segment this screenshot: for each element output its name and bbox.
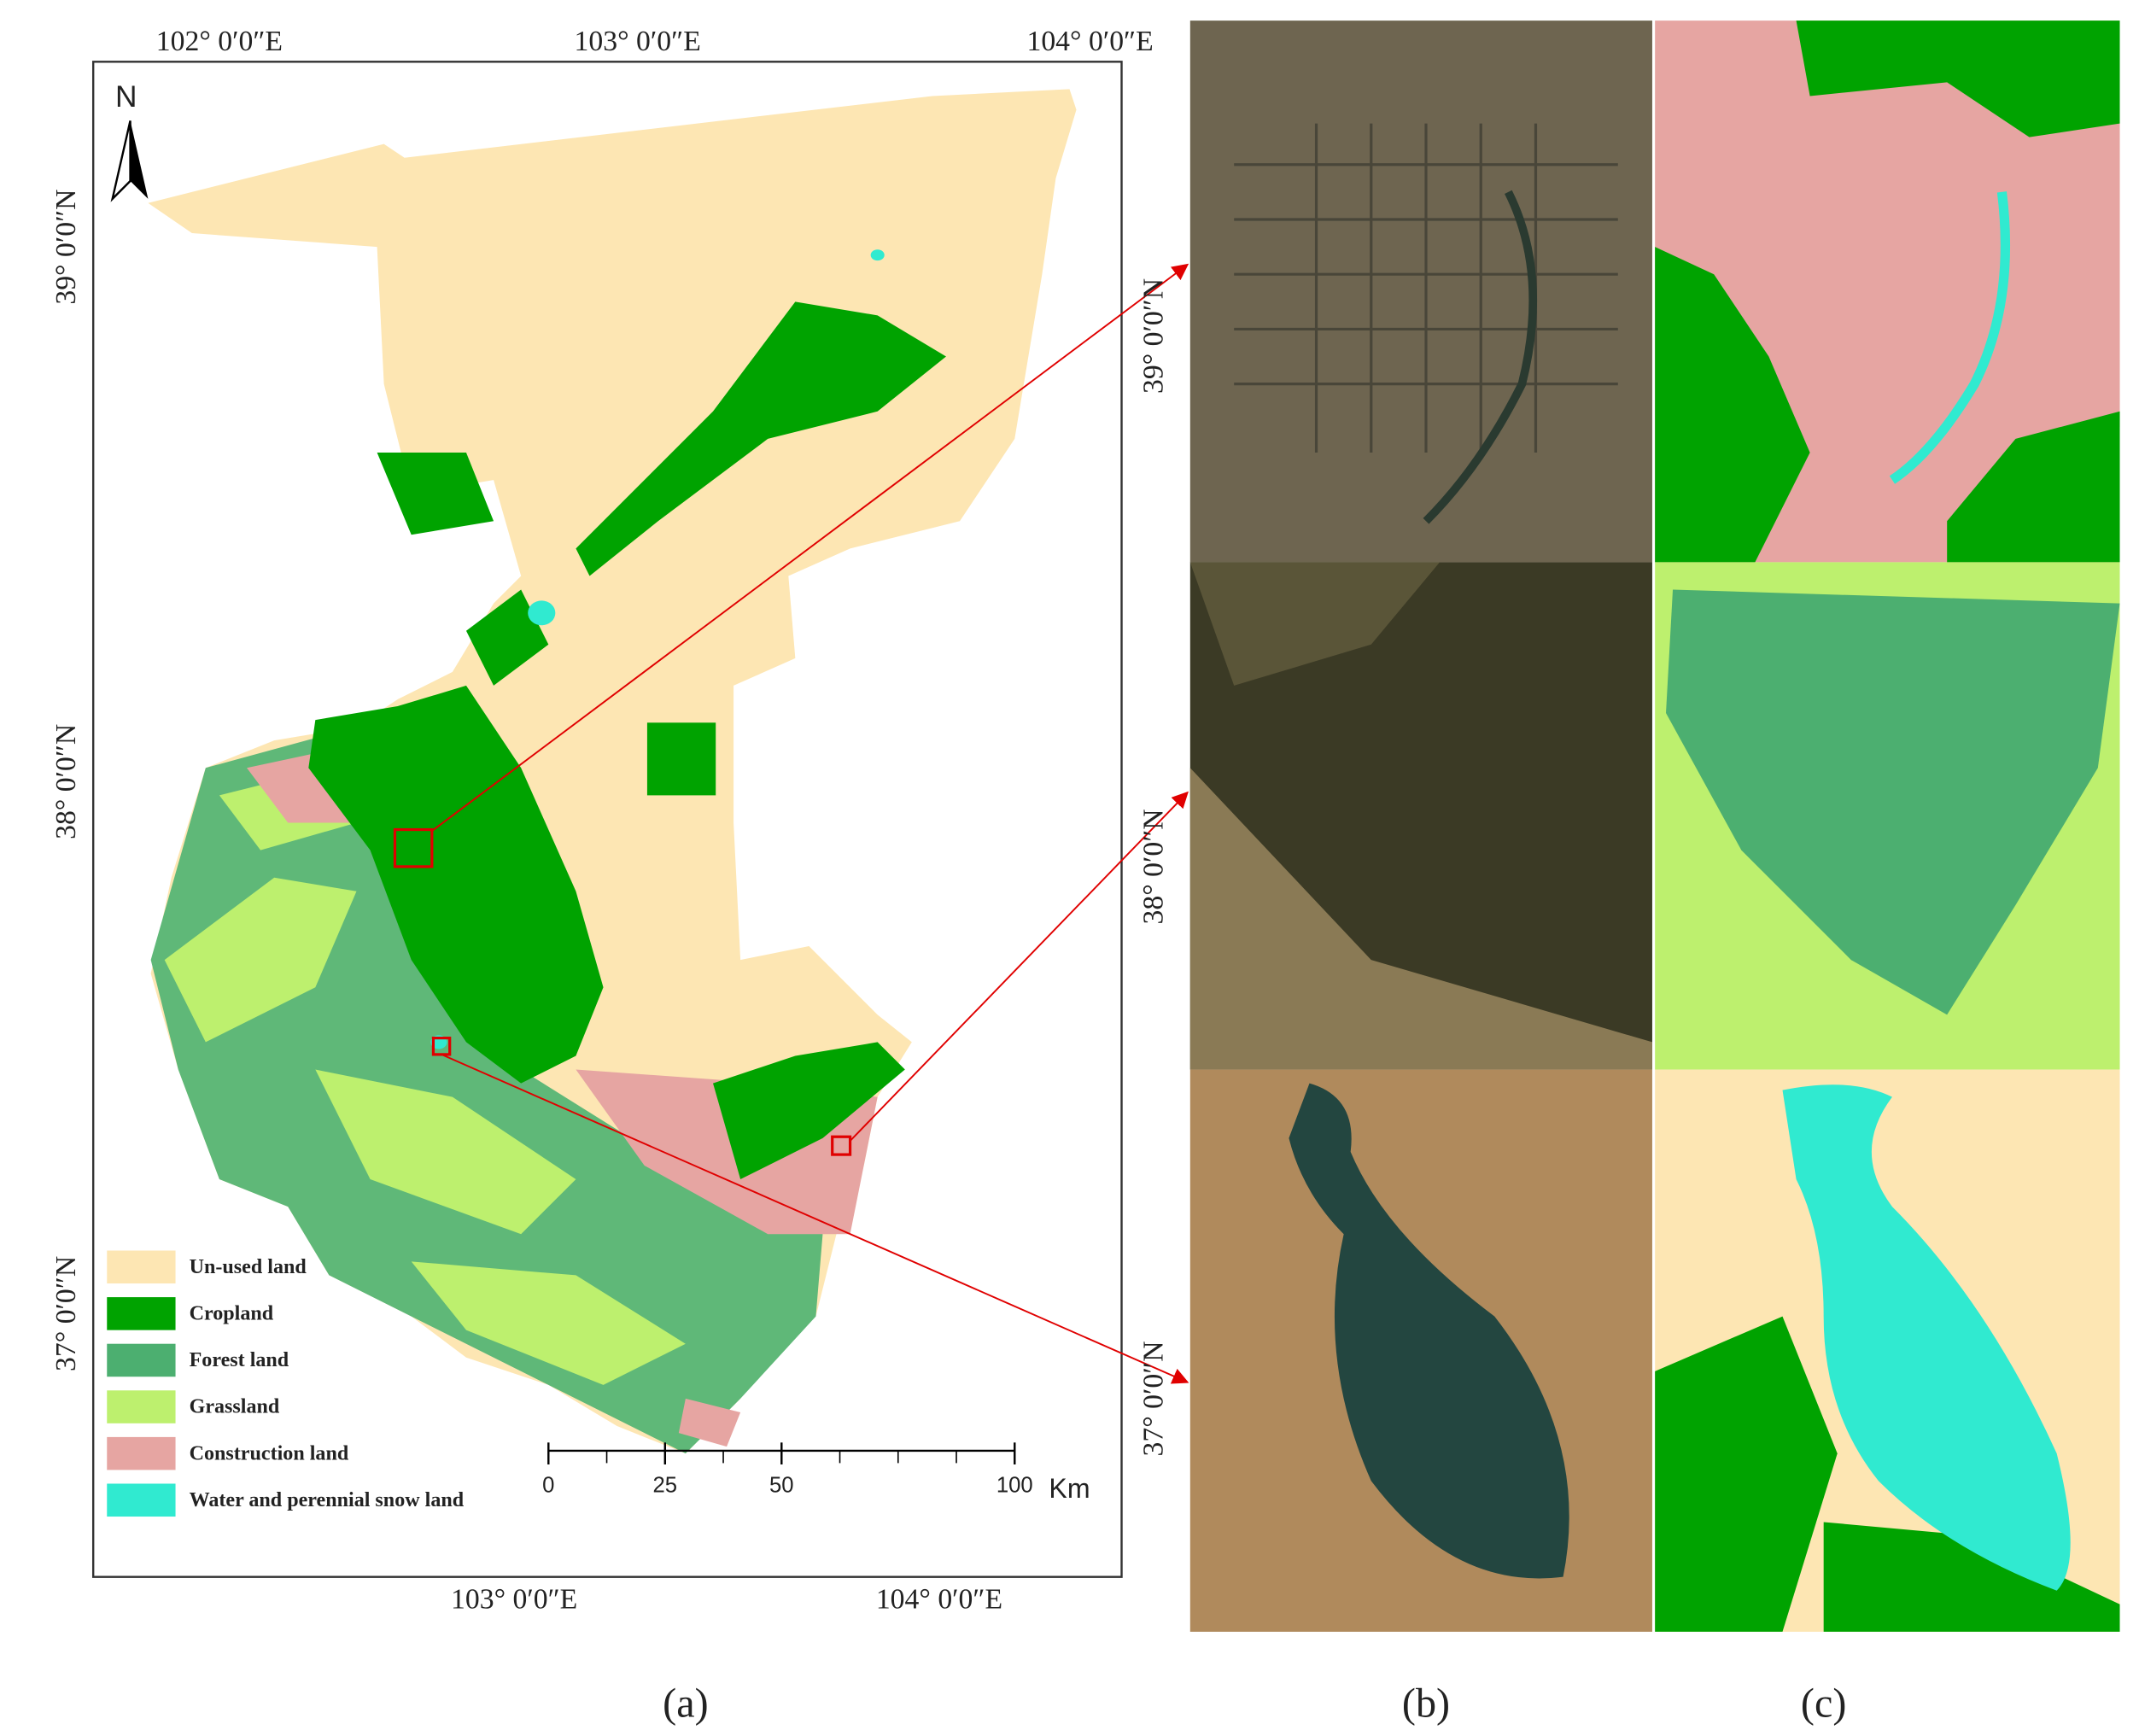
lat-label: 39° 0′0″N xyxy=(50,190,82,305)
legend-swatch xyxy=(107,1343,176,1377)
study-box xyxy=(831,1135,852,1156)
panel-label: (b) xyxy=(1402,1680,1450,1726)
grassland xyxy=(164,877,357,1043)
lake xyxy=(1289,1083,1569,1579)
legend-label: Un-used land xyxy=(190,1256,307,1278)
legend-swatch xyxy=(107,1297,176,1330)
class-cropland xyxy=(1655,1316,1838,1632)
legend-swatch xyxy=(107,1390,176,1423)
construction xyxy=(678,1398,741,1447)
class-cropland xyxy=(1947,411,2120,563)
legend-label: Cropland xyxy=(190,1303,274,1325)
lat-label: 39° 0′0″N xyxy=(1137,278,1169,394)
class-lake xyxy=(1782,1084,2071,1591)
cropland xyxy=(377,452,494,535)
legend-label: Water and perennial snow land xyxy=(190,1489,465,1511)
cropland xyxy=(465,589,549,686)
study-box xyxy=(393,827,434,868)
cropland xyxy=(308,685,604,1084)
panel-label: (a) xyxy=(663,1680,708,1726)
north-arrow xyxy=(130,120,149,199)
water xyxy=(528,600,556,626)
cropland xyxy=(713,1042,905,1180)
image-urban xyxy=(1189,20,1652,563)
class-river xyxy=(1889,191,2011,484)
lon-label: 103° 0′0″E xyxy=(451,1583,577,1615)
lon-label: 104° 0′0″E xyxy=(876,1583,1002,1615)
class-cropland xyxy=(1823,1522,2120,1632)
scale-label: 25 xyxy=(653,1473,678,1497)
lat-label: 38° 0′0″N xyxy=(1137,809,1169,924)
north-label: N xyxy=(115,80,137,114)
grassland xyxy=(315,1069,576,1235)
cropland-patches xyxy=(308,301,946,1180)
grassland xyxy=(411,1261,686,1385)
arrow xyxy=(849,791,1189,1142)
lat-label: 38° 0′0″N xyxy=(50,724,82,839)
lon-label: 102° 0′0″E xyxy=(156,26,283,57)
scale-label: 50 xyxy=(769,1473,794,1497)
class-forest xyxy=(1666,589,2120,1015)
lon-label: 104° 0′0″E xyxy=(1026,26,1153,57)
streets xyxy=(1234,123,1618,453)
cropland xyxy=(576,301,946,576)
class-cropland xyxy=(1796,20,2120,137)
lat-label: 37° 0′0″N xyxy=(50,1256,82,1371)
legend-label: Grassland xyxy=(190,1396,280,1418)
class-cropland xyxy=(1655,247,1810,563)
legend-swatch xyxy=(107,1436,176,1470)
arrow xyxy=(441,1054,1189,1384)
river xyxy=(1423,190,1538,524)
legend-swatch xyxy=(107,1483,176,1517)
scale-unit: Km xyxy=(1049,1473,1090,1504)
slope xyxy=(1189,562,1441,686)
water xyxy=(870,249,885,261)
legend-label: Forest land xyxy=(190,1349,289,1371)
urban-grid xyxy=(1234,123,1618,453)
scale-label: 100 xyxy=(996,1473,1033,1497)
legend-swatch xyxy=(107,1250,176,1284)
lon-label: 103° 0′0″E xyxy=(575,26,701,57)
cropland xyxy=(646,722,716,796)
lat-label: 37° 0′0″N xyxy=(1137,1341,1169,1456)
scale-label: 0 xyxy=(542,1473,554,1497)
panel-label: (c) xyxy=(1801,1680,1846,1726)
arrow xyxy=(431,263,1189,832)
legend-label: Construction land xyxy=(190,1442,349,1464)
labels: 102° 0′0″E 103° 0′0″E 104° 0′0″E 103° 0′0″E… xyxy=(50,26,1846,1726)
slope xyxy=(1189,768,1652,1070)
